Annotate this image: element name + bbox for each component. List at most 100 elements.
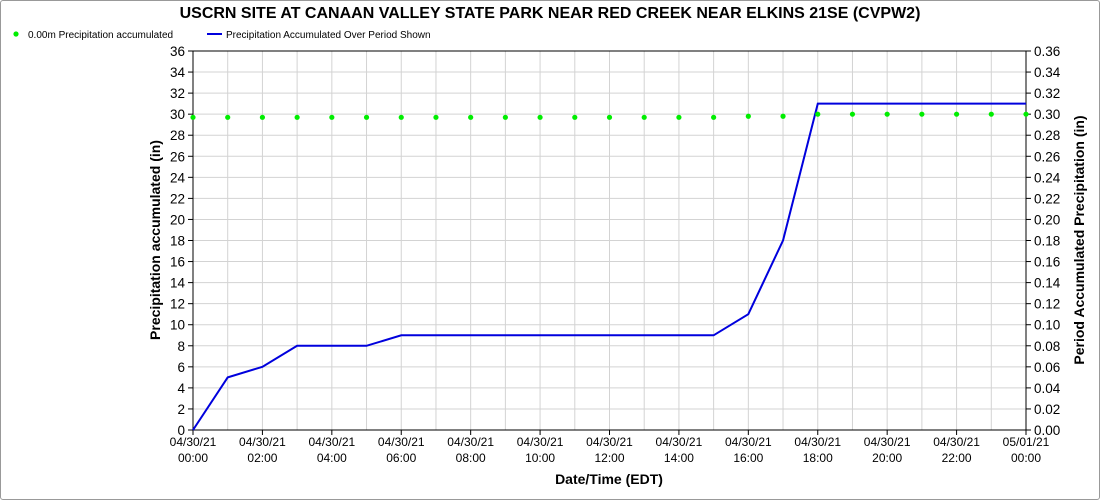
data-point xyxy=(468,114,474,120)
data-point xyxy=(884,111,890,117)
y-right-tick-label: 0.36 xyxy=(1034,44,1060,59)
x-tick-date: 04/30/21 xyxy=(378,435,425,449)
y-left-tick-label: 14 xyxy=(170,276,186,291)
grid xyxy=(192,50,1027,431)
x-tick-date: 04/30/21 xyxy=(586,435,633,449)
x-tick-date: 05/01/21 xyxy=(1003,435,1050,449)
data-point xyxy=(676,114,682,120)
data-point xyxy=(780,113,786,119)
x-tick-time: 14:00 xyxy=(664,451,694,465)
y-right-tick-label: 0.16 xyxy=(1034,255,1060,270)
x-tick-time: 04:00 xyxy=(317,451,347,465)
data-point xyxy=(537,114,543,120)
x-tick-date: 04/30/21 xyxy=(170,435,217,449)
chart-title: USCRN SITE AT CANAAN VALLEY STATE PARK N… xyxy=(180,5,921,22)
x-tick-date: 04/30/21 xyxy=(656,435,703,449)
y-right-tick-label: 0.32 xyxy=(1034,86,1060,101)
data-point xyxy=(329,114,335,120)
y-left-tick-label: 12 xyxy=(170,297,185,312)
x-tick-time: 00:00 xyxy=(178,451,208,465)
y-left-tick-label: 34 xyxy=(170,65,186,80)
y-right-tick-label: 0.00 xyxy=(1034,423,1060,438)
y-left-tick-label: 32 xyxy=(170,86,185,101)
y-right-tick-label: 0.02 xyxy=(1034,402,1060,417)
data-point xyxy=(363,114,370,120)
y-right-tick-label: 0.10 xyxy=(1034,318,1060,333)
data-point xyxy=(919,111,925,117)
y-right-tick-label: 0.06 xyxy=(1034,360,1060,375)
data-point xyxy=(398,114,404,120)
x-tick-time: 08:00 xyxy=(456,451,486,465)
x-axis-label: Date/Time (EDT) xyxy=(555,471,663,487)
data-point xyxy=(259,114,266,120)
y-left-tick-label: 10 xyxy=(170,318,185,333)
x-tick-time: 12:00 xyxy=(594,451,624,465)
x-tick-date: 04/30/21 xyxy=(933,435,980,449)
x-tick-date: 04/30/21 xyxy=(239,435,286,449)
x-tick-date: 04/30/21 xyxy=(308,435,355,449)
y-right-tick-label: 0.14 xyxy=(1034,276,1061,291)
y-right-tick-label: 0.22 xyxy=(1034,191,1060,206)
data-point xyxy=(641,114,647,120)
y-right-tick-label: 0.26 xyxy=(1034,149,1060,164)
legend-label-points: 0.00m Precipitation accumulated xyxy=(28,30,173,41)
y-right-tick-label: 0.34 xyxy=(1034,65,1061,80)
data-point xyxy=(745,113,751,119)
x-tick-time: 06:00 xyxy=(386,451,416,465)
data-point xyxy=(606,114,613,120)
data-point xyxy=(815,111,821,117)
series-line-path xyxy=(192,102,1026,431)
y-left-tick-label: 22 xyxy=(170,191,185,206)
y-left-tick-label: 36 xyxy=(170,44,185,59)
y-left-tick-label: 28 xyxy=(170,128,185,143)
y-right-tick-label: 0.04 xyxy=(1034,381,1061,396)
legend-swatch-points xyxy=(13,31,19,37)
data-point xyxy=(294,114,300,120)
x-tick-date: 04/30/21 xyxy=(725,435,772,449)
y-axis-right-label: Period Accumulated Precipitation (in) xyxy=(1071,115,1087,364)
series-precip-accumulated xyxy=(190,111,1029,120)
x-tick-time: 10:00 xyxy=(525,451,555,465)
y-left-tick-label: 30 xyxy=(170,107,185,122)
legend: 0.00m Precipitation accumulated Precipit… xyxy=(13,30,431,41)
x-tick-time: 02:00 xyxy=(247,451,277,465)
data-point xyxy=(953,111,960,117)
y-left-tick-label: 6 xyxy=(177,360,185,375)
y-right-tick-label: 0.30 xyxy=(1034,107,1060,122)
x-tick-time: 22:00 xyxy=(942,451,972,465)
data-point xyxy=(711,114,717,120)
data-point xyxy=(1023,111,1029,117)
y-axis-left-label: Precipitation accumulated (in) xyxy=(147,140,163,340)
y-left-tick-label: 16 xyxy=(170,255,185,270)
x-tick-date: 04/30/21 xyxy=(794,435,841,449)
y-right-tick-label: 0.20 xyxy=(1034,212,1060,227)
series-period-accumulated xyxy=(192,102,1026,431)
x-axis: 04/30/21 00:00 04/30/21 02:00 04/30/21 04:00 0… xyxy=(170,430,1050,465)
y-left-tick-label: 4 xyxy=(177,381,185,396)
data-point xyxy=(988,111,994,117)
y-left-tick-label: 8 xyxy=(177,339,185,354)
x-tick-time: 16:00 xyxy=(733,451,763,465)
x-tick-date: 04/30/21 xyxy=(864,435,911,449)
data-point xyxy=(433,114,439,120)
x-tick-date: 04/30/21 xyxy=(447,435,494,449)
y-left-tick-label: 0 xyxy=(177,423,185,438)
y-left-tick-label: 20 xyxy=(170,212,185,227)
y-right-tick-label: 0.28 xyxy=(1034,128,1060,143)
y-left-tick-label: 24 xyxy=(170,170,186,185)
legend-label-line: Precipitation Accumulated Over Period Sh… xyxy=(226,30,431,41)
y-left-tick-label: 2 xyxy=(177,402,185,417)
data-point xyxy=(225,114,231,120)
y-left-tick-label: 26 xyxy=(170,149,185,164)
x-tick-time: 20:00 xyxy=(872,451,902,465)
x-tick-time: 00:00 xyxy=(1011,451,1041,465)
y-axis-right: 0.00 0.02 0.04 0.06 0.08 0.10 0.12 0.14 0.16 0.18… xyxy=(1026,44,1061,438)
x-tick-time: 18:00 xyxy=(803,451,833,465)
y-left-tick-label: 18 xyxy=(170,234,185,249)
data-point xyxy=(849,111,856,117)
y-right-tick-label: 0.08 xyxy=(1034,339,1060,354)
data-point xyxy=(190,114,196,120)
